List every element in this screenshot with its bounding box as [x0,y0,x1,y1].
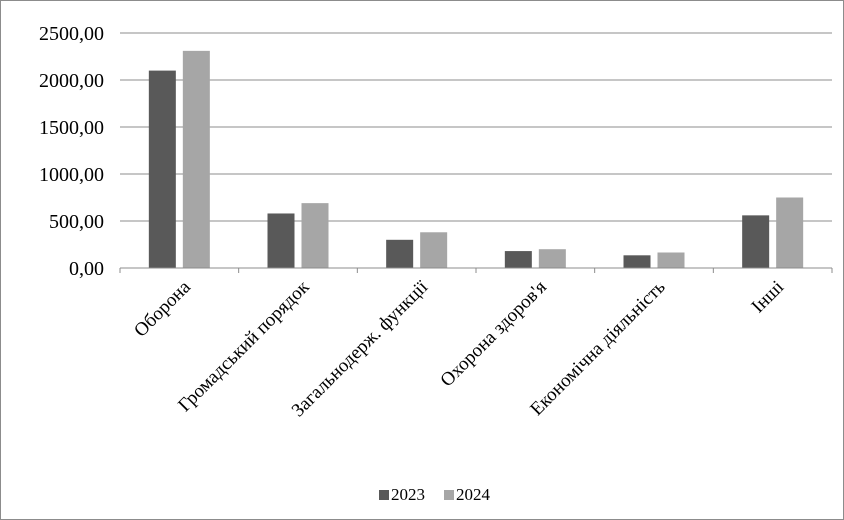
bar-2023-4 [623,255,651,268]
category-label: Інші [748,277,789,318]
category-label: Громадський порядок [174,276,314,416]
bar-2024-0 [182,50,210,268]
bar-2023-0 [148,70,176,268]
bar-2023-5 [742,215,770,268]
bar-2024-2 [420,232,448,268]
bar-2023-1 [267,213,295,268]
category-label: Оборона [130,276,195,341]
bar-2024-4 [657,252,685,268]
bar-2024-5 [776,197,804,268]
legend-swatch-2024 [444,490,454,500]
legend-label-2023: 2023 [391,485,425,504]
category-label: Економічна діяльність [526,276,669,419]
category-label: Загальнодерж. функції [288,276,433,421]
bars [148,50,804,268]
bar-2024-1 [301,203,329,268]
y-tick-label: 2000,00 [39,70,104,92]
gridlines [120,32,832,222]
y-tick-label: 1500,00 [39,117,104,139]
y-tick-label: 1000,00 [39,164,104,186]
legend: 2023 2024 [379,485,491,504]
category-label: Охорона здоров'я [436,277,551,392]
legend-swatch-2023 [379,490,389,500]
bar-2023-2 [386,239,414,268]
y-tick-label: 0,00 [69,258,104,280]
bar-2023-3 [504,251,532,268]
y-tick-label: 500,00 [49,211,104,233]
x-axis-tick-marks [119,268,833,273]
bar-2024-3 [538,249,566,268]
legend-label-2024: 2024 [456,485,491,504]
y-tick-label: 2500,00 [39,23,104,45]
y-axis-tick-labels: 0,00 500,00 1000,00 1500,00 2000,00 2500,00 [39,23,104,280]
